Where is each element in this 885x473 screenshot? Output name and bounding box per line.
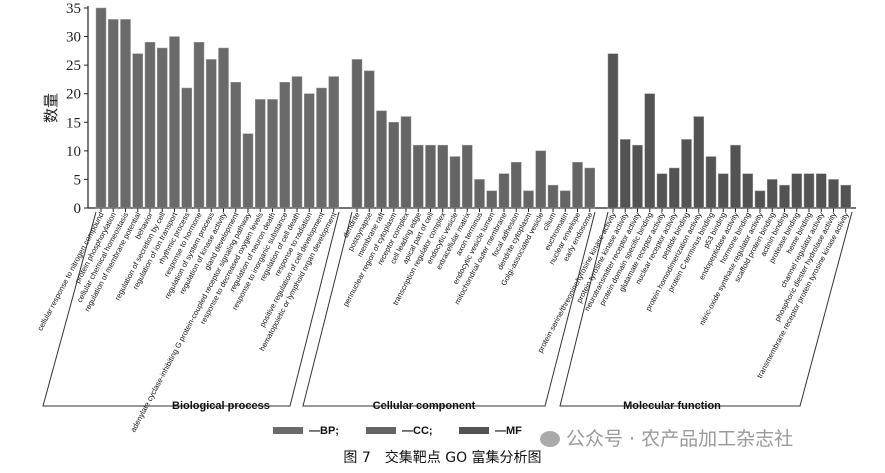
bar-mf [718, 173, 729, 209]
group-label-bp: Biological process [172, 400, 270, 412]
bar-mf [791, 173, 802, 209]
bar-cc [425, 144, 436, 209]
bar-bp [108, 19, 119, 209]
bar-mf [705, 156, 717, 209]
bar-cc [523, 190, 534, 209]
legend-swatch-mf [459, 427, 489, 434]
bar-cc [498, 173, 510, 209]
bar-cc [535, 150, 546, 209]
bar-bp [120, 19, 131, 209]
bar-cc [351, 59, 363, 209]
bar-cc [547, 184, 559, 209]
watermark: 公众号 · 农产品加工杂志社 [540, 424, 793, 451]
bar-cc [560, 190, 571, 209]
bar-mf [730, 144, 741, 209]
figure-caption: 图 7 交集靶点 GO 富集分析图 [343, 450, 542, 466]
bar-bp [242, 133, 254, 209]
bar-cc [400, 116, 412, 209]
bar-mf [632, 144, 643, 209]
bar-mf [754, 190, 766, 209]
bar-bp [328, 76, 339, 209]
y-tick-label: 30 [66, 30, 81, 46]
bar-bp [304, 93, 315, 209]
bar-mf [779, 184, 790, 209]
y-tick-label: 10 [66, 144, 81, 160]
bar-bp [95, 7, 107, 209]
legend-label-cc: —CC; [402, 425, 433, 437]
group-label-mf: Molecular function [623, 400, 721, 412]
bar-bp [267, 99, 278, 209]
y-tick-label: 25 [66, 58, 81, 74]
bar-mf [669, 167, 680, 209]
y-tick-label: 5 [74, 172, 82, 188]
bar-cc [449, 156, 461, 209]
bar-cc [364, 70, 375, 209]
bars [95, 7, 851, 209]
bar-mf [693, 116, 704, 209]
bar-bp [144, 42, 156, 209]
group-box-bp [42, 211, 340, 407]
bar-mf [816, 173, 827, 209]
bar-cc [572, 162, 583, 209]
bar-mf [681, 139, 692, 209]
legend-swatch-cc [366, 427, 396, 434]
bar-bp [218, 47, 229, 209]
bar-cc [413, 144, 424, 209]
bar-mf [803, 173, 815, 209]
watermark-text: 公众号 · 农产品加工杂志社 [566, 428, 794, 450]
bar-cc [376, 110, 387, 209]
y-tick-label: 35 [66, 1, 81, 17]
group-boxes: Biological process Cellular component Mole… [42, 211, 853, 412]
bar-bp [169, 36, 180, 209]
bar-bp [230, 82, 241, 209]
y-axis-label: 数量 [42, 93, 60, 123]
bar-bp [132, 53, 143, 209]
bar-bp [157, 47, 168, 209]
bar-mf [644, 93, 655, 209]
y-tick-label: 0 [74, 201, 82, 217]
bar-mf [656, 173, 668, 209]
bar-bp [291, 76, 303, 209]
bar-cc [584, 167, 595, 209]
bar-cc [486, 190, 497, 209]
legend: —BP; —CC; —MF [273, 425, 522, 437]
bar-cc [388, 122, 399, 209]
bar-mf [607, 53, 619, 209]
bar-mf [828, 179, 839, 209]
wechat-icon [540, 431, 560, 447]
group-box-cc [302, 211, 596, 407]
bar-cc [474, 179, 485, 209]
legend-swatch-bp [273, 427, 303, 434]
bar-mf [620, 139, 631, 209]
bar-mf [840, 184, 851, 209]
bar-bp [206, 59, 217, 209]
bar-cc [437, 144, 448, 209]
bar-mf [767, 179, 778, 209]
bar-bp [279, 82, 290, 209]
bar-cc [462, 144, 473, 209]
group-box-mf [559, 211, 853, 407]
legend-label-bp: —BP; [309, 425, 339, 437]
y-tick-label: 15 [66, 115, 81, 131]
group-label-cc: Cellular component [373, 400, 476, 412]
y-tick-label: 20 [66, 87, 81, 103]
legend-label-mf: —MF [495, 425, 522, 437]
bar-bp [181, 87, 192, 209]
bar-bp [193, 42, 205, 209]
bar-bp [255, 99, 266, 209]
bar-cc [511, 162, 522, 209]
bar-bp [316, 87, 327, 209]
bar-mf [742, 173, 753, 209]
